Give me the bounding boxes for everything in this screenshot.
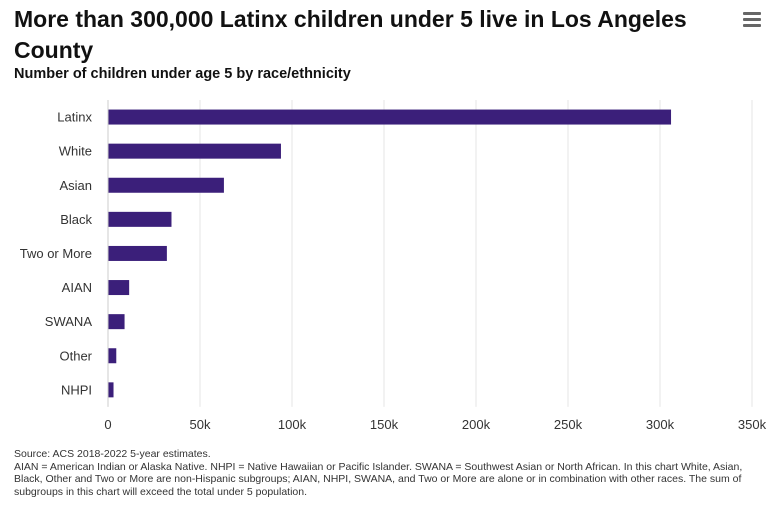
x-tick-label: 100k	[278, 417, 307, 432]
bar	[108, 143, 281, 159]
menu-line	[743, 11, 761, 15]
chart-footer: Source: ACS 2018-2022 5-year estimates. …	[14, 448, 770, 498]
x-tick-label: 250k	[554, 417, 583, 432]
menu-line	[743, 17, 761, 21]
menu-line	[743, 23, 761, 27]
bar	[108, 348, 117, 364]
bar	[108, 211, 172, 227]
category-label: SWANA	[45, 314, 93, 329]
bar	[108, 314, 125, 330]
chart-title: More than 300,000 Latinx children under …	[14, 6, 687, 63]
chart-subtitle: Number of children under age 5 by race/e…	[14, 66, 351, 82]
category-label: Latinx	[57, 110, 92, 125]
category-label: Asian	[59, 178, 92, 193]
bar	[108, 109, 672, 125]
bar	[108, 280, 130, 296]
category-label: NHPI	[61, 382, 92, 397]
x-tick-label: 50k	[190, 417, 211, 432]
x-tick-label: 0	[104, 417, 111, 432]
category-label: White	[59, 144, 92, 159]
x-tick-label: 300k	[646, 417, 675, 432]
category-label: Other	[59, 348, 92, 363]
x-tick-label: 200k	[462, 417, 491, 432]
category-label: AIAN	[62, 280, 92, 295]
bar-chart: 0 50k 100k 150k 200k 250k 300k 350k Latinx White A…	[20, 100, 767, 432]
bar	[108, 245, 167, 261]
bar	[108, 382, 114, 398]
bar	[108, 177, 224, 193]
source-note: Source: ACS 2018-2022 5-year estimates.	[14, 448, 211, 460]
category-label: Two or More	[20, 246, 92, 261]
x-tick-label: 150k	[370, 417, 399, 432]
x-tick-label: 350k	[738, 417, 767, 432]
definitions-note: AIAN = American Indian or Alaska Native.…	[14, 460, 743, 498]
category-label: Black	[60, 212, 92, 227]
hamburger-menu-icon[interactable]	[738, 6, 766, 32]
